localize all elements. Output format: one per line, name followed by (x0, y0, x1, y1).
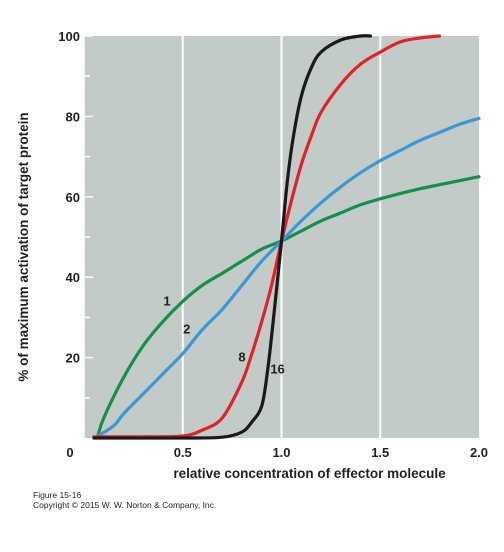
y-tick-label: 100 (58, 29, 80, 44)
tick-labels: 20 40 60 80 100 0 0.5 1.0 1.5 2.0 (58, 29, 488, 460)
x-axis-title: relative concentration of effector molec… (173, 466, 446, 481)
series-lines (92, 34, 481, 440)
axes (83, 35, 93, 438)
x-tick-label: 1.5 (371, 445, 389, 460)
series-label-16: 16 (270, 362, 284, 377)
copyright-notice: Copyright © 2015 W. W. Norton & Company,… (33, 500, 217, 510)
figure-number: Figure 15-16 (33, 490, 82, 500)
y-axis-title: % of maximum activation of target protei… (16, 112, 31, 381)
y-tick-label: 80 (66, 109, 80, 124)
x-tick-label: 0 (66, 445, 73, 460)
series-label-2: 2 (183, 321, 190, 336)
series-label-8: 8 (238, 350, 245, 365)
x-tick-label: 0.5 (174, 445, 192, 460)
series-labels: 12 8 16 (163, 293, 284, 376)
y-tick-label: 60 (66, 190, 80, 205)
series-line-16 (92, 34, 372, 440)
x-tick-label: 2.0 (470, 445, 488, 460)
series-label-1: 1 (163, 293, 170, 308)
x-tick-label: 1.0 (272, 445, 290, 460)
series-line-8 (92, 34, 442, 439)
y-tick-label: 20 (66, 351, 80, 366)
y-tick-label: 40 (66, 270, 80, 285)
